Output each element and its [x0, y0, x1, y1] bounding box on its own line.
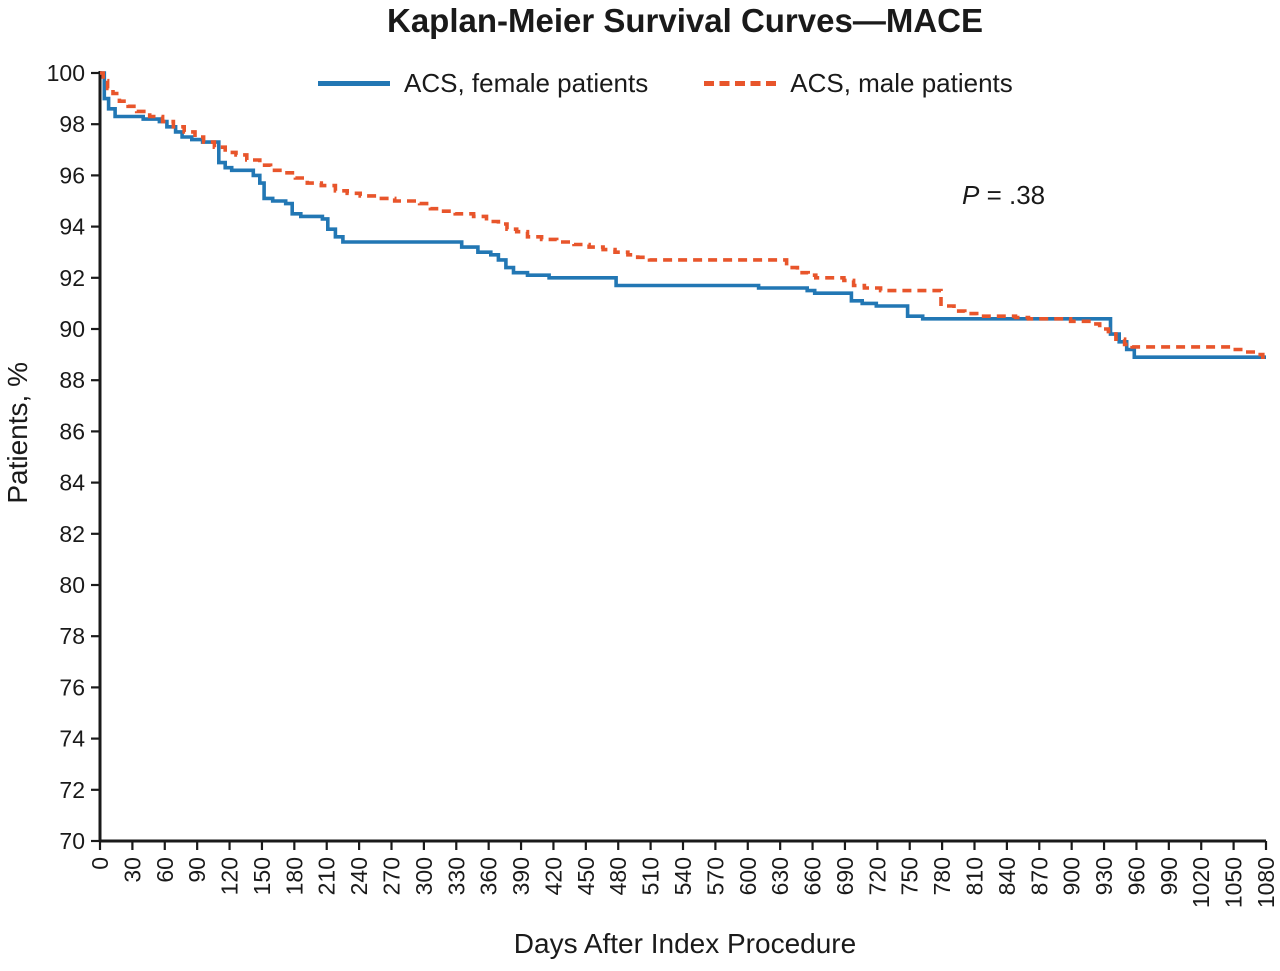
- x-tick-label: 120: [217, 857, 243, 895]
- x-tick-label: 540: [670, 857, 696, 895]
- x-tick-label: 900: [1059, 857, 1085, 895]
- x-tick-label: 270: [379, 857, 405, 895]
- x-tick-label: 690: [832, 857, 858, 895]
- x-axis-title: Days After Index Procedure: [513, 928, 857, 959]
- x-tick-label: 1020: [1188, 857, 1214, 908]
- y-tick-label: 78: [59, 623, 85, 649]
- x-tick-label: 810: [962, 857, 988, 895]
- y-tick-label: 100: [47, 60, 85, 86]
- y-tick-label: 84: [59, 470, 85, 496]
- x-tick-label: 870: [1026, 857, 1052, 895]
- x-tick-label: 990: [1156, 857, 1182, 895]
- x-tick-label: 30: [119, 857, 145, 883]
- y-tick-label: 98: [59, 111, 85, 137]
- x-tick-label: 600: [735, 857, 761, 895]
- y-tick-label: 86: [59, 418, 85, 444]
- y-tick-label: 92: [59, 265, 85, 291]
- y-tick-label: 82: [59, 521, 85, 547]
- x-tick-label: 1080: [1253, 857, 1279, 908]
- x-tick-label: 570: [702, 857, 728, 895]
- x-tick-label: 0: [87, 857, 113, 870]
- x-tick-label: 60: [152, 857, 178, 883]
- x-tick-label: 780: [929, 857, 955, 895]
- x-tick-label: 450: [573, 857, 599, 895]
- series-female-line: [100, 71, 1266, 359]
- x-tick-label: 750: [897, 857, 923, 895]
- legend-swatch-female: [318, 81, 390, 86]
- x-tick-label: 390: [508, 857, 534, 895]
- y-tick-label: 88: [59, 367, 85, 393]
- p-value-symbol: P: [962, 180, 980, 210]
- legend-item-male: ACS, male patients: [704, 68, 1013, 99]
- y-tick-label: 80: [59, 572, 85, 598]
- legend-swatch-male: [704, 81, 777, 86]
- x-tick-label: 210: [314, 857, 340, 895]
- y-tick-label: 76: [59, 674, 85, 700]
- x-tick-label: 360: [476, 857, 502, 895]
- y-tick-label: 94: [59, 214, 85, 240]
- x-tick-label: 240: [346, 857, 372, 895]
- x-tick-label: 90: [184, 857, 210, 883]
- p-value-rest: = .38: [979, 180, 1046, 210]
- legend: ACS, female patients ACS, male patients: [318, 68, 1013, 99]
- y-tick-label: 96: [59, 162, 85, 188]
- x-tick-label: 480: [605, 857, 631, 895]
- x-tick-label: 510: [638, 857, 664, 895]
- x-tick-label: 330: [443, 857, 469, 895]
- y-tick-label: 90: [59, 316, 85, 342]
- y-tick-label: 72: [59, 777, 85, 803]
- x-tick-label: 720: [864, 857, 890, 895]
- x-tick-label: 300: [411, 857, 437, 895]
- y-tick-label: 70: [59, 828, 85, 854]
- chart-title: Kaplan-Meier Survival Curves—MACE: [386, 2, 983, 39]
- p-value-annotation: P = .38: [962, 180, 1045, 211]
- x-tick-label: 150: [249, 857, 275, 895]
- x-tick-label: 180: [281, 857, 307, 895]
- y-tick-label: 74: [59, 726, 85, 752]
- x-tick-label: 1050: [1221, 857, 1247, 908]
- x-tick-label: 930: [1091, 857, 1117, 895]
- legend-item-female: ACS, female patients: [318, 68, 648, 99]
- series-male-line: [100, 71, 1266, 359]
- x-tick-label: 960: [1123, 857, 1149, 895]
- legend-label-male: ACS, male patients: [790, 68, 1013, 98]
- x-tick-label: 630: [767, 857, 793, 895]
- x-tick-label: 420: [540, 857, 566, 895]
- x-tick-label: 840: [994, 857, 1020, 895]
- legend-label-female: ACS, female patients: [404, 68, 649, 98]
- x-tick-label: 660: [800, 857, 826, 895]
